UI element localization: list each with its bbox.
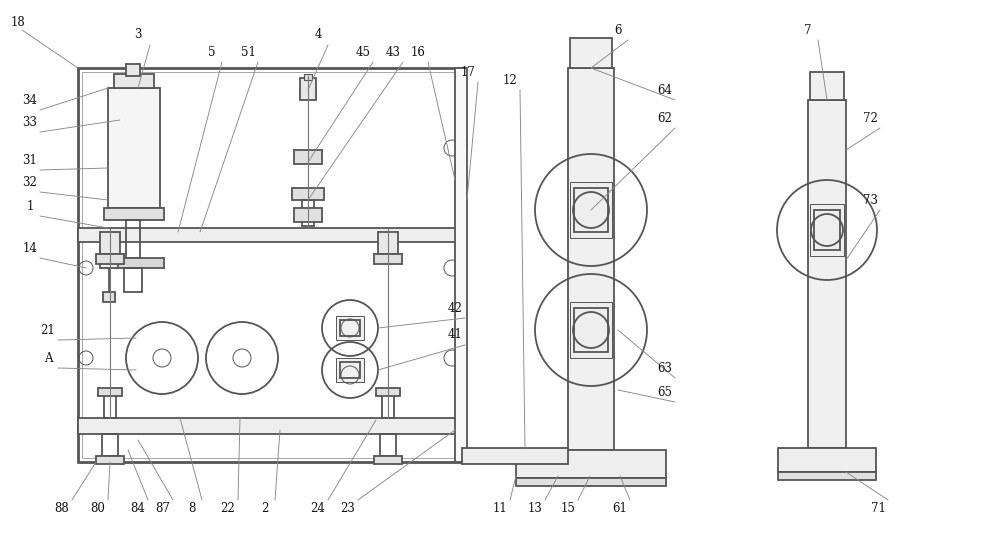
Text: 63: 63 [658,362,672,375]
Bar [82,72,458,458]
Text: 15: 15 [561,501,575,515]
Bar [574,188,608,232]
Bar [302,200,314,226]
Text: 23: 23 [341,501,355,515]
Text: 14: 14 [23,242,37,254]
Text: 45: 45 [356,45,370,59]
Text: 51: 51 [241,45,255,59]
Text: 18: 18 [11,16,25,28]
Bar [292,188,324,200]
Bar [102,434,118,456]
Text: 3: 3 [134,28,142,42]
Bar [380,434,396,456]
Text: 16: 16 [411,45,425,59]
Bar [778,472,876,480]
Text: 31: 31 [23,153,37,167]
Bar [114,74,154,88]
Text: 7: 7 [804,23,812,37]
Bar [96,456,124,464]
Bar [78,228,462,242]
Bar [100,250,118,268]
Text: 11: 11 [493,501,507,515]
Bar [382,390,394,418]
Bar [304,74,312,80]
Bar [810,72,844,100]
Bar [808,100,846,448]
Bar [374,456,402,464]
Bar [126,220,140,258]
Bar [96,254,124,264]
Text: A: A [44,351,52,365]
Bar [810,204,844,256]
Bar [294,150,322,164]
Text: 33: 33 [22,115,38,129]
Bar [568,68,614,450]
Bar [78,418,462,434]
Text: 17: 17 [461,65,475,79]
Bar [814,210,840,250]
Text: 21: 21 [41,324,55,336]
Bar [126,64,140,76]
Text: 4: 4 [314,28,322,42]
Bar [294,208,322,222]
Bar [462,448,568,464]
Text: 84: 84 [131,501,145,515]
Text: 80: 80 [91,501,105,515]
Bar [98,388,122,396]
Bar [455,68,467,462]
Bar [300,78,316,100]
Text: 13: 13 [528,501,542,515]
Bar [570,302,612,358]
Bar [574,308,608,352]
Bar [336,316,364,340]
Text: 41: 41 [448,329,462,341]
Bar [340,320,360,336]
Bar [104,390,116,418]
Text: 2: 2 [261,501,269,515]
Bar [108,88,160,208]
Text: 6: 6 [614,23,622,37]
Text: 71: 71 [871,501,885,515]
Bar [103,292,115,302]
Text: 73: 73 [862,193,878,207]
Bar [100,232,120,254]
Text: 22: 22 [221,501,235,515]
Text: 32: 32 [23,176,37,188]
Bar [104,208,164,220]
Bar [570,38,612,68]
Text: 5: 5 [208,45,216,59]
Text: 42: 42 [448,301,462,315]
Text: 12: 12 [503,74,517,86]
Bar [376,388,400,396]
Text: 72: 72 [863,111,877,125]
Bar [778,448,876,472]
Bar [78,68,462,462]
Bar [374,254,402,264]
Text: 64: 64 [658,84,672,96]
Text: 65: 65 [658,386,672,398]
Bar [336,358,364,382]
Text: 8: 8 [188,501,196,515]
Text: 24: 24 [311,501,325,515]
Text: 87: 87 [156,501,170,515]
Text: 43: 43 [386,45,400,59]
Bar [124,268,142,292]
Text: 62: 62 [658,111,672,125]
Text: 34: 34 [22,94,38,106]
Bar [116,258,164,268]
Bar [340,362,360,378]
Text: 1: 1 [26,199,34,213]
Bar [570,182,612,238]
Text: 88: 88 [55,501,69,515]
Bar [516,478,666,486]
Text: 61: 61 [613,501,627,515]
Bar [516,450,666,478]
Bar [378,232,398,254]
